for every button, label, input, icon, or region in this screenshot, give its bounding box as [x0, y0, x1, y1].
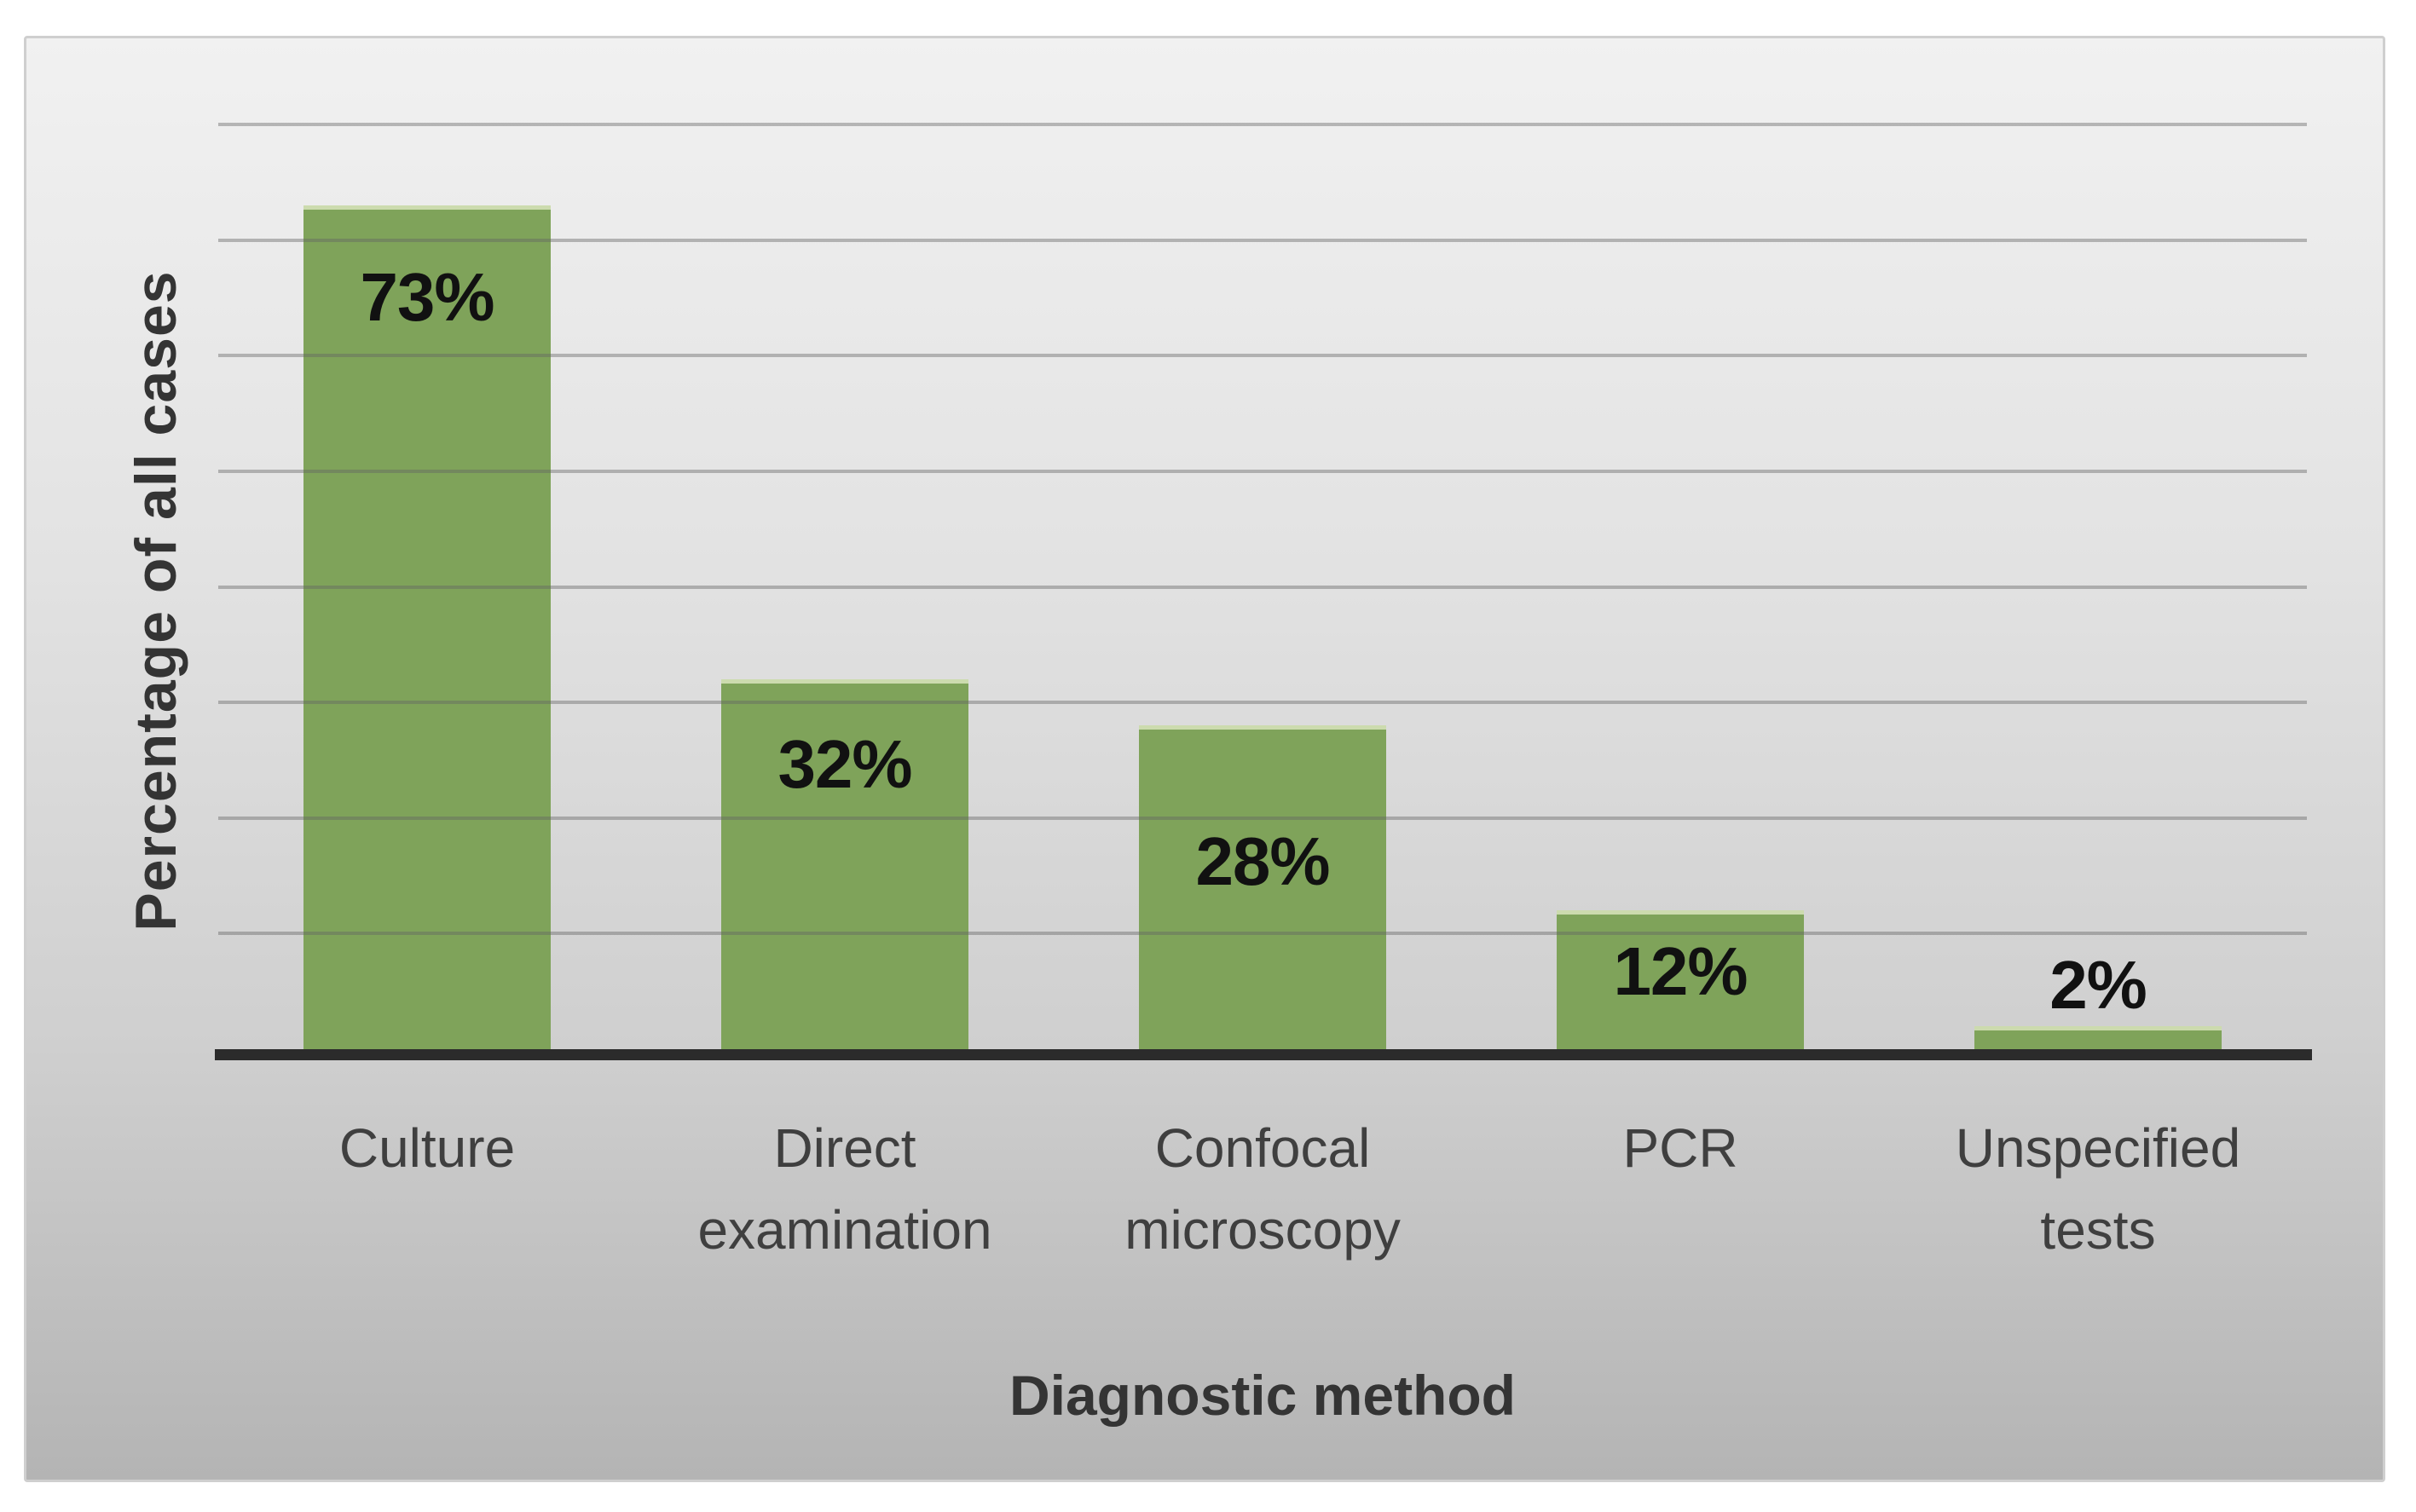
- gridline-50-percent: [218, 470, 2307, 473]
- x-axis-line: [215, 1049, 2312, 1060]
- data-label-0: 73%: [360, 259, 494, 336]
- category-label-culture: Culture: [338, 1117, 516, 1179]
- gridline-60-percent: [218, 354, 2307, 358]
- category-label-pcr: PCR: [1622, 1117, 1738, 1179]
- bar-culture: [303, 205, 551, 1049]
- plot-area: 73% 32% 28% 12% 2% Culture Direct examination…: [215, 38, 2312, 1261]
- gridline-80-percent: [218, 123, 2307, 127]
- category-label-direct-examination: Direct examination: [697, 1117, 992, 1261]
- gridline-40-percent: [218, 585, 2307, 589]
- bar-confocal-microscopy: [1139, 725, 1386, 1049]
- category-label-confocal-microscopy: Confocal microscopy: [1124, 1117, 1401, 1261]
- chart-panel: Percentage of all cases 73% 32% 28% 12% 2% C…: [24, 36, 2385, 1482]
- gridline-70-percent: [218, 238, 2307, 242]
- gridline-30-percent: [218, 701, 2307, 705]
- data-label-1: 32%: [777, 726, 912, 803]
- data-label-2: 28%: [1195, 823, 1330, 900]
- data-label-4: 2%: [2049, 946, 2147, 1023]
- data-label-3: 12%: [1613, 933, 1748, 1010]
- gridline-20-percent: [218, 816, 2307, 820]
- bar-unspecified-tests: [1974, 1025, 2222, 1049]
- gridline-10-percent: [218, 932, 2307, 936]
- x-axis-title: Diagnostic method: [1009, 1364, 1517, 1427]
- y-axis-title: Percentage of all cases: [124, 270, 188, 932]
- category-label-unspecified-tests: Unspecified tests: [1955, 1117, 2241, 1261]
- bar-pcr: [1557, 910, 1804, 1049]
- bar-direct-examination: [721, 679, 968, 1049]
